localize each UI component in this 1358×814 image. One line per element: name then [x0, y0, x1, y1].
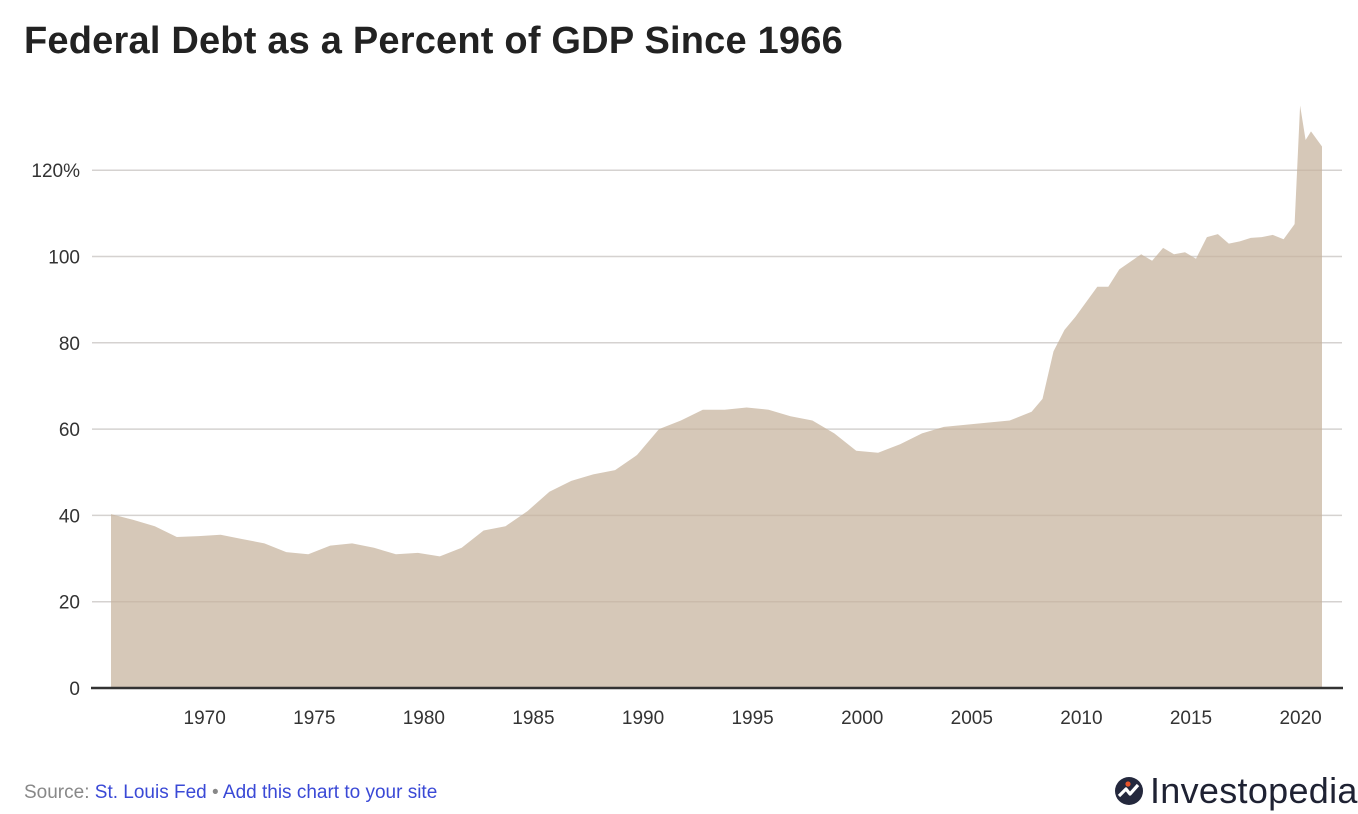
x-tick-label: 1995	[731, 708, 773, 729]
embed-chart-link[interactable]: Add this chart to your site	[222, 782, 438, 803]
y-tick-label: 60	[59, 420, 80, 441]
logo-text: Investopedia	[1150, 770, 1358, 811]
x-tick-label: 1990	[622, 708, 664, 729]
separator: •	[212, 782, 219, 803]
y-tick-label: 40	[59, 506, 80, 527]
y-tick-label: 120%	[31, 161, 80, 182]
investopedia-logo: Investopedia	[1114, 770, 1358, 812]
x-tick-label: 2005	[951, 708, 993, 729]
x-tick-label: 1980	[403, 708, 445, 729]
source-label: Source:	[24, 782, 90, 803]
logo-mark-icon	[1115, 777, 1143, 805]
y-tick-labels: 0 20 40 60 80 100 120%	[31, 161, 80, 700]
x-tick-label: 2010	[1060, 708, 1102, 729]
debt-area	[111, 105, 1322, 688]
y-tick-label: 20	[59, 593, 80, 614]
area-chart: 0 20 40 60 80 100 120% 1970 1975 1980 1985 1990 199…	[31, 105, 1343, 729]
footer: Source: St. Louis Fed • Add this chart t…	[24, 782, 437, 804]
x-tick-label: 2000	[841, 708, 883, 729]
gridlines-overlay	[92, 169, 1342, 603]
x-tick-label: 2020	[1279, 708, 1321, 729]
source-link[interactable]: St. Louis Fed	[94, 782, 207, 803]
x-tick-label: 1975	[293, 708, 335, 729]
chart-title: Federal Debt as a Percent of GDP Since 1…	[24, 20, 843, 62]
x-tick-labels: 1970 1975 1980 1985 1990 1995 2000 2005 2010 2015…	[184, 708, 1322, 729]
x-tick-label: 1970	[184, 708, 226, 729]
x-tick-label: 1985	[512, 708, 554, 729]
x-tick-label: 2015	[1170, 708, 1212, 729]
y-tick-label: 80	[59, 334, 80, 355]
y-tick-label: 100	[48, 248, 80, 269]
y-tick-label: 0	[69, 679, 80, 700]
